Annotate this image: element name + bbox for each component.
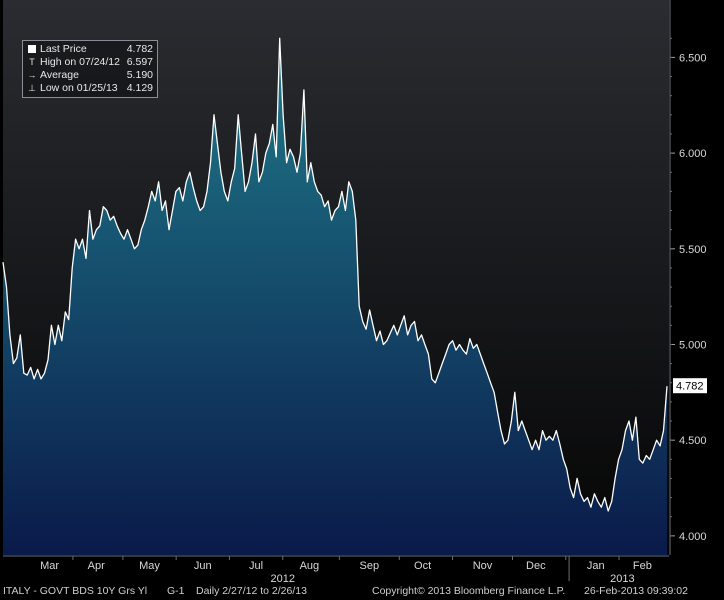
x-month-label: May (139, 560, 160, 572)
legend: Last Price 4.782 T High on 07/24/12 6.597 → Av… (22, 40, 158, 98)
y-tick-label: 5.500 (679, 244, 707, 256)
price-area (3, 38, 667, 556)
y-tick-label: 4.000 (679, 531, 707, 543)
legend-item: ⊥ Low on 01/25/13 4.129 (27, 82, 153, 95)
x-month-label: Nov (473, 560, 493, 572)
last-value-label: 4.782 (676, 381, 704, 393)
date-range: Daily 2/27/12 to 2/26/13 (196, 585, 307, 597)
footer: ITALY - GOVT BDS 10Y Grs Yl G-1 Daily 2/… (0, 582, 724, 600)
x-month-label: Feb (633, 560, 652, 572)
legend-label: High on 07/24/12 (40, 56, 120, 68)
legend-label: Average (40, 69, 79, 81)
legend-label: Low on 01/25/13 (40, 82, 118, 94)
legend-marker-icon: → (27, 70, 37, 80)
legend-marker-icon: T (29, 57, 35, 67)
x-month-label: Sep (360, 560, 380, 572)
y-tick-label: 6.500 (679, 52, 707, 64)
legend-label: Last Price (40, 43, 87, 55)
x-month-label: Jun (194, 560, 212, 572)
y-tick-label: 4.500 (679, 435, 707, 447)
price-line (2, 37, 668, 512)
copyright: Copyright© 2013 Bloomberg Finance L.P. (372, 585, 566, 597)
x-month-label: Mar (40, 560, 59, 572)
legend-value: 5.190 (126, 69, 153, 81)
legend-item: Last Price 4.782 (27, 43, 153, 56)
chart-id: G-1 (167, 585, 185, 597)
timestamp: 26-Feb-2013 09:39:02 (584, 585, 688, 597)
legend-value: 4.129 (126, 82, 153, 94)
x-month-label: Jul (249, 560, 263, 572)
x-month-label: Oct (414, 560, 431, 572)
legend-marker-icon: ⊥ (28, 83, 36, 93)
x-month-label: Apr (88, 560, 105, 572)
legend-item: → Average 5.190 (27, 69, 154, 82)
legend-marker-icon (27, 43, 37, 56)
legend-value: 4.782 (126, 43, 153, 55)
y-tick-label: 5.000 (679, 339, 707, 351)
security-name: ITALY - GOVT BDS 10Y Grs Yl (3, 585, 148, 597)
legend-value: 6.597 (126, 56, 153, 68)
x-month-label: Jan (587, 560, 605, 572)
y-tick-label: 6.000 (679, 148, 707, 160)
legend-item: T High on 07/24/12 6.597 (27, 56, 153, 69)
x-month-label: Aug (300, 560, 320, 572)
x-month-label: Dec (526, 560, 546, 572)
last-value-marker (673, 378, 707, 394)
